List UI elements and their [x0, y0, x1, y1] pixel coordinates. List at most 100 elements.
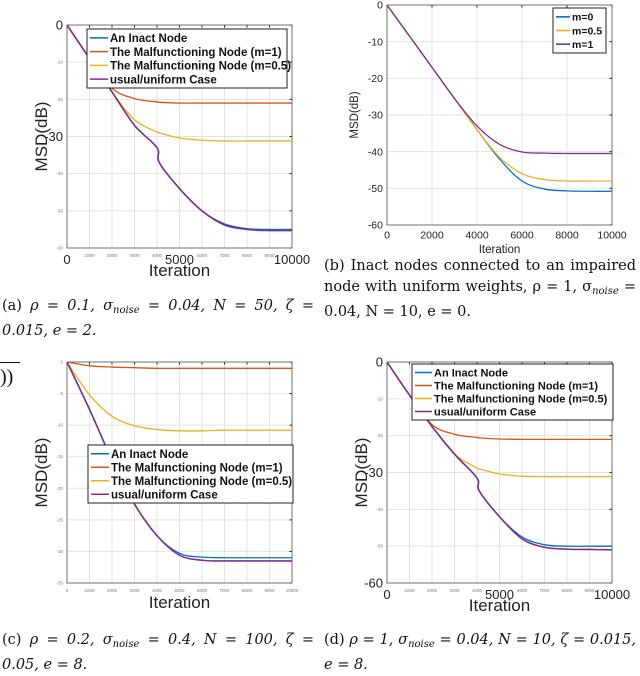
y-tick-label: -35 [56, 581, 63, 586]
x-tick-label: 0 [383, 587, 390, 602]
legend-label: The Malfunctioning Node (m=1) [111, 462, 283, 474]
y-tick-label: -10 [56, 60, 63, 65]
y-tick-label: -50 [376, 544, 383, 549]
chart-a: 0 1000 2000 3000 4000 5000 6000 7000 8000 9000 100… [32, 18, 310, 280]
chart-d: 0 1000 2000 3000 4000 5000 6000 7000 8000 9000 100… [352, 355, 630, 615]
x-tick-label: 0 [63, 252, 70, 267]
x-tick-label: 2000 [107, 253, 118, 258]
legend-label: usual/uniform Case [110, 74, 217, 86]
y-tick-label: -10 [368, 36, 383, 48]
caption-text: = 0.4, N = 100, ζ = 0.05, e = 8. [2, 632, 315, 673]
caption-c: (c) ρ = 0.2, σnoise = 0.4, N = 100, ζ = … [2, 630, 314, 676]
x-tick-label: 4000 [465, 230, 489, 242]
x-tick-label: 5000 [485, 587, 514, 602]
y-tick-label: -40 [368, 146, 383, 158]
y-tick-label: -30 [44, 129, 63, 144]
y-tick-label: -30 [56, 549, 63, 554]
y-axis-label: MSD(dB) [349, 91, 361, 138]
x-tick-label: 4000 [472, 588, 483, 593]
plot-area [386, 361, 613, 584]
caption-text: = 0.04, N = 10, e = 0. [324, 279, 636, 320]
chart-b: 0 2000 4000 6000 8000 10000 0 -10 -20 -30 -40 -50 -6… [349, 0, 627, 256]
y-tick-label: 0 [56, 18, 63, 33]
caption-label: (a) [2, 298, 22, 314]
x-tick-label: 7000 [539, 588, 550, 593]
x-tick-label: 2000 [420, 230, 444, 242]
legend-box [411, 363, 614, 421]
legend-box [87, 444, 294, 504]
x-tick-label: 6000 [517, 588, 528, 593]
legend-label: The Malfunctioning Node (m=0.5) [434, 393, 608, 405]
y-tick-label: -40 [56, 171, 63, 176]
x-tick-label: 8000 [242, 253, 253, 258]
plot-area [66, 24, 293, 249]
x-tick-label: 5000 [165, 252, 194, 267]
caption-text: ρ = 0.1, σ [30, 298, 113, 314]
x-tick-label: 10000 [597, 230, 626, 242]
caption-label: (d) [324, 632, 345, 648]
legend-label: usual/uniform Case [111, 489, 218, 501]
caption-label: (b) [324, 258, 345, 274]
x-tick-label: 4000 [152, 253, 163, 258]
x-tick-label: 9000 [264, 253, 275, 258]
x-tick-label: 1000 [84, 253, 95, 258]
legend: m=0m=0.5 m=1 [552, 7, 607, 54]
y-tick-label: 0 [60, 360, 63, 365]
caption-text: ρ = 1, σ [349, 632, 409, 648]
x-axis-label: Iteration [149, 593, 210, 612]
x-tick-label: 9000 [264, 588, 275, 593]
x-tick-label: 8000 [242, 588, 253, 593]
x-tick-label: 10000 [286, 588, 299, 593]
x-axis-label: Iteration [149, 261, 210, 280]
y-tick-label: -30 [364, 465, 383, 480]
y-tick-label: -20 [368, 73, 383, 85]
x-tick-label: 6000 [197, 253, 208, 258]
x-tick-label: 3000 [449, 588, 460, 593]
fraction-bar [0, 362, 20, 363]
y-tick-label: -50 [368, 183, 383, 195]
y-tick-label: -60 [368, 220, 383, 232]
y-tick-label: -20 [56, 486, 63, 491]
x-tick-label: 7000 [219, 588, 230, 593]
caption-subscript: noise [592, 286, 619, 297]
legend-label: An Inact Node [434, 367, 508, 379]
y-tick-label: -20 [376, 433, 383, 438]
x-tick-label: 9000 [584, 588, 595, 593]
y-tick-label: -30 [368, 110, 383, 122]
x-tick-label: 5000 [174, 588, 185, 593]
x-axis-label: Iteration [479, 244, 521, 256]
x-tick-label: 0 [384, 230, 390, 242]
x-tick-label: 8000 [555, 230, 579, 242]
legend-label: m=0.5 [572, 25, 602, 37]
x-tick-label: 2000 [427, 588, 438, 593]
legend-label: The Malfunctioning Node (m=0.5) [111, 476, 292, 488]
y-tick-label: -5 [59, 391, 63, 396]
legend-label: m=1 [572, 39, 593, 51]
series-line-purple [66, 24, 293, 232]
x-tick-label: 3000 [129, 253, 140, 258]
y-axis-label: MSD(dB) [352, 438, 371, 508]
caption-text: ρ = 0.2, σ [29, 632, 113, 648]
caption-subscript: noise [113, 305, 140, 316]
x-tick-label: 3000 [129, 588, 140, 593]
caption-a: (a) ρ = 0.1, σnoise = 0.04, N = 50, ζ = … [2, 296, 314, 342]
y-tick-label: -60 [364, 576, 383, 591]
legend-label: An Inact Node [111, 449, 188, 461]
y-axis-label: MSD(dB) [32, 438, 51, 508]
caption-label: (c) [2, 632, 22, 648]
legend-box [86, 28, 288, 89]
caption-subscript: noise [408, 639, 435, 650]
x-tick-label: 8000 [562, 588, 573, 593]
x-tick-label: 10000 [594, 587, 630, 602]
x-tick-label: 7000 [219, 253, 230, 258]
legend-label: usual/uniform Case [434, 406, 536, 418]
x-tick-label: 2000 [107, 588, 118, 593]
x-tick-label: 4000 [152, 588, 163, 593]
y-tick-label: -15 [56, 454, 63, 459]
caption-d: (d) ρ = 1, σnoise = 0.04, N = 10, ζ = 0.… [324, 630, 636, 676]
caption-subscript: noise [112, 639, 140, 650]
y-tick-label: -25 [56, 517, 63, 522]
